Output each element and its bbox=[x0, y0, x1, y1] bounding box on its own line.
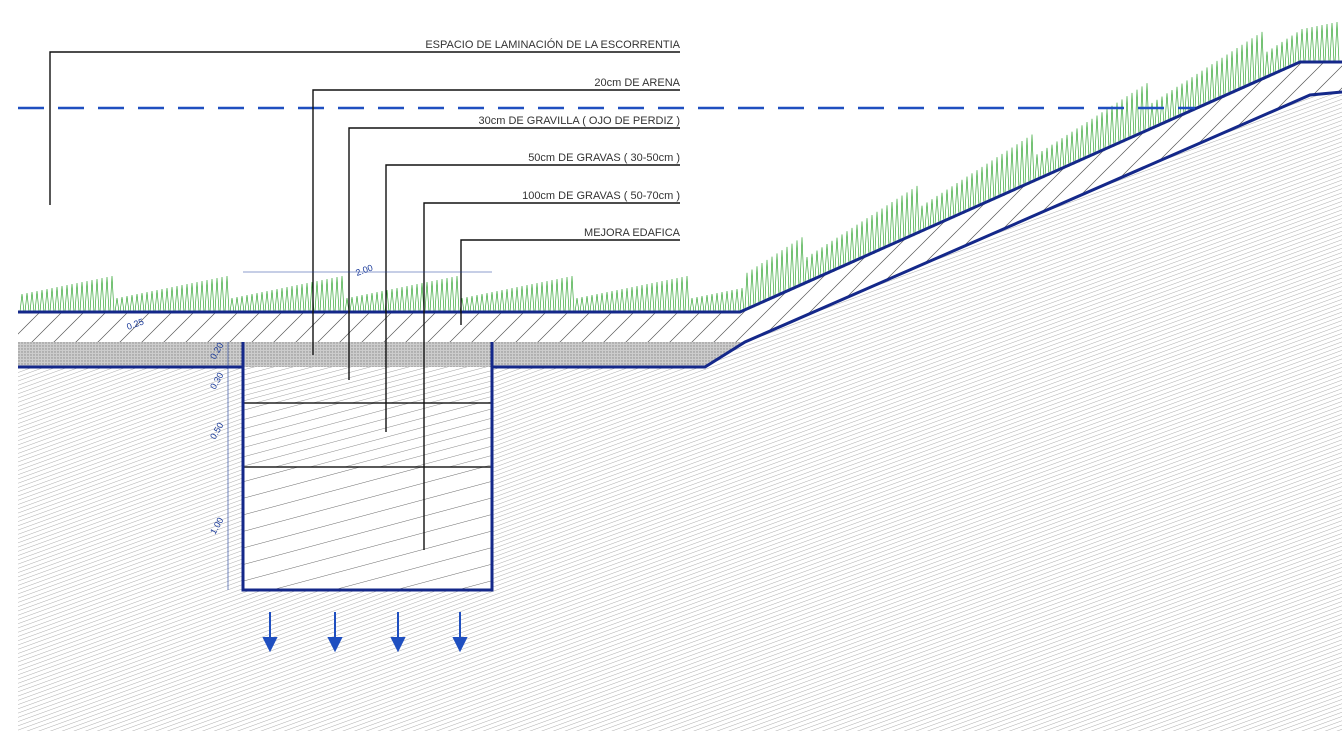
gravel-mid bbox=[243, 403, 492, 467]
label: 20cm DE ARENA bbox=[594, 77, 680, 89]
leader bbox=[385, 164, 680, 432]
dimension: 2.00 bbox=[354, 262, 374, 277]
gravel-coarse bbox=[243, 467, 492, 590]
leader bbox=[312, 89, 680, 355]
ground bbox=[18, 92, 1342, 731]
sand-layer bbox=[18, 342, 745, 367]
label: 50cm DE GRAVAS ( 30-50cm ) bbox=[528, 152, 680, 164]
label: 100cm DE GRAVAS ( 50-70cm ) bbox=[522, 190, 680, 202]
label: 30cm DE GRAVILLA ( OJO DE PERDIZ ) bbox=[478, 115, 680, 127]
gravel-fine bbox=[243, 367, 492, 403]
leader bbox=[423, 202, 680, 550]
label: MEJORA EDAFICA bbox=[584, 227, 681, 239]
surface-line bbox=[18, 60, 1342, 314]
leader bbox=[348, 127, 680, 380]
grass bbox=[19, 21, 1340, 313]
infiltration-arrows bbox=[262, 612, 468, 653]
trench-outline bbox=[241, 342, 494, 592]
subgrade-line bbox=[18, 90, 1342, 369]
leader bbox=[460, 239, 680, 325]
leader bbox=[49, 51, 680, 205]
topsoil bbox=[18, 62, 1342, 342]
label: ESPACIO DE LAMINACIÓN DE LA ESCORRENTIA bbox=[425, 38, 680, 51]
